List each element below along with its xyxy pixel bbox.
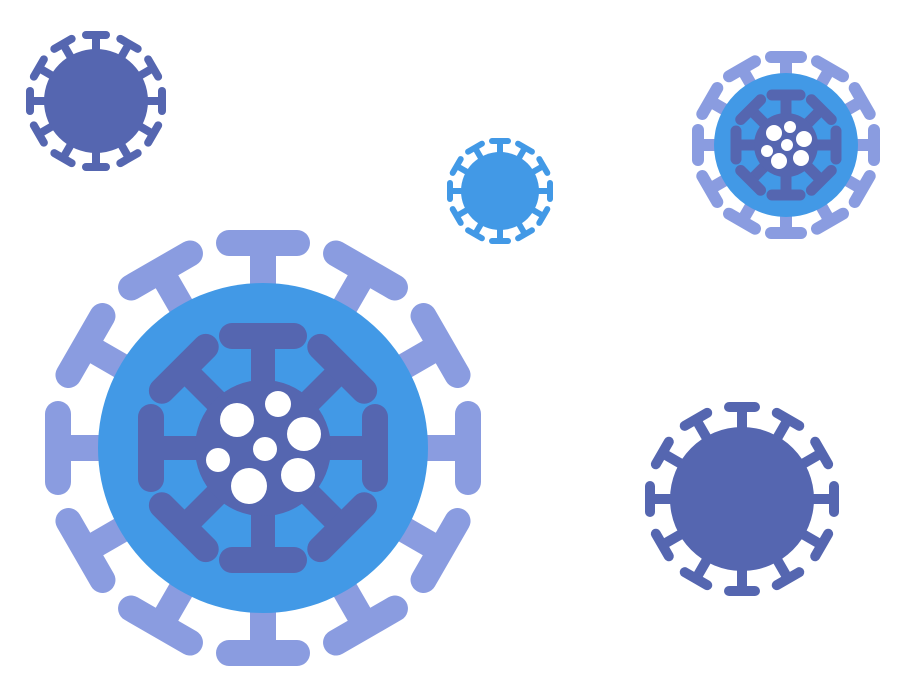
body (461, 152, 539, 230)
core-dot (220, 403, 254, 437)
core-dot (771, 153, 787, 169)
body (44, 49, 148, 153)
small-light-virus-icon (447, 138, 553, 244)
dark-virus-icon-bottom-right (645, 402, 839, 596)
core-dot (206, 448, 230, 472)
layered-virus-icon-top-right (692, 51, 880, 239)
core-dot (781, 139, 793, 151)
core-dot (231, 468, 267, 504)
dark-virus-icon-top-left (26, 31, 166, 171)
body (670, 427, 814, 571)
core-dot (796, 131, 812, 147)
core-dots (206, 391, 321, 504)
core-dot (253, 437, 277, 461)
core-dot (793, 150, 809, 166)
core-dot (761, 145, 773, 157)
core-dots (761, 121, 812, 169)
core-dot (784, 121, 796, 133)
core-dot (766, 125, 782, 141)
core-dot (287, 417, 321, 451)
large-virus-icon (45, 230, 481, 666)
core-dot (281, 458, 315, 492)
core-dot (265, 391, 291, 417)
